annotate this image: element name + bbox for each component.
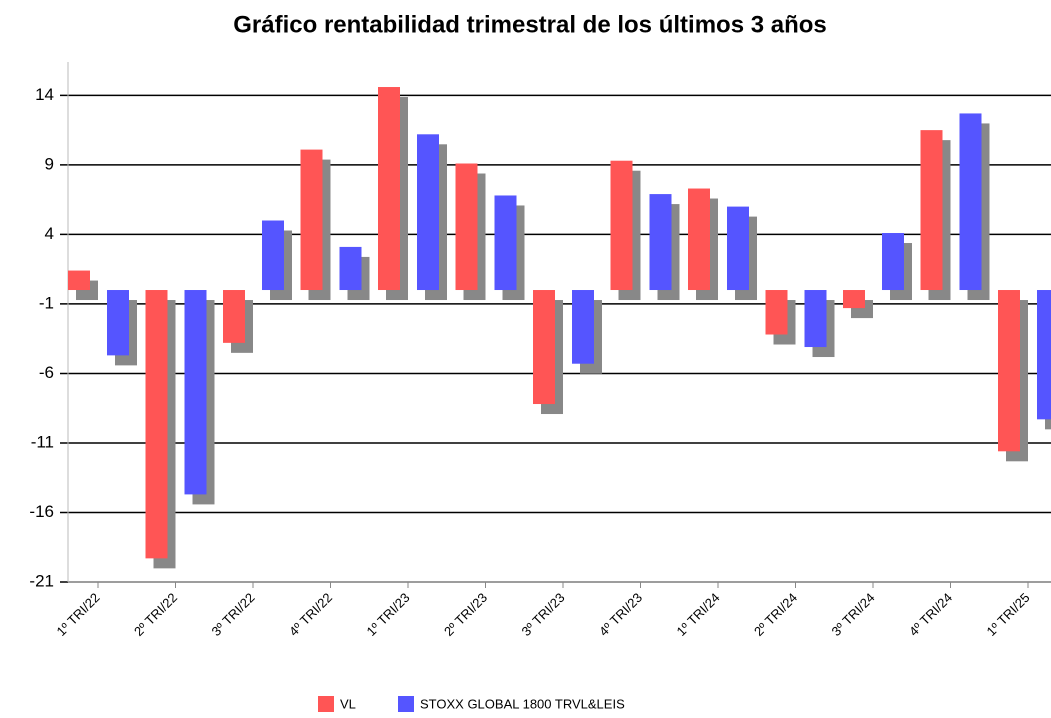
y-tick-label: 9: [45, 154, 54, 173]
bar: [184, 290, 207, 495]
x-tick-label: 1º TRI/23: [363, 590, 412, 639]
bar: [494, 195, 517, 291]
bar: [959, 113, 982, 291]
y-tick-label: -16: [29, 502, 54, 521]
bar: [572, 290, 594, 364]
bar: [455, 163, 478, 291]
bar: [920, 130, 943, 291]
bar: [610, 160, 633, 291]
chart-title: Gráfico rentabilidad trimestral de los ú…: [233, 11, 826, 38]
bar: [1037, 290, 1051, 420]
y-tick-label: -6: [39, 363, 54, 382]
bar: [378, 87, 400, 291]
bar: [533, 290, 555, 405]
bar: [998, 290, 1020, 452]
bar: [843, 290, 865, 309]
y-tick-label: 14: [35, 85, 54, 104]
legend-label: STOXX GLOBAL 1800 TRVL&LEIS: [420, 696, 625, 711]
x-tick-label: 4º TRI/23: [596, 590, 645, 639]
x-tick-label: 3º TRI/22: [208, 590, 257, 639]
legend-swatch: [398, 696, 414, 712]
x-tick-label: 2º TRI/24: [751, 590, 800, 639]
y-tick-label: -11: [31, 432, 54, 451]
bar: [688, 188, 710, 291]
legend: VL STOXX GLOBAL 1800 TRVL&LEIS: [318, 696, 625, 712]
x-tick-label: 3º TRI/24: [828, 590, 877, 639]
bar: [262, 220, 284, 291]
bar: [339, 246, 362, 291]
legend-swatch: [318, 696, 334, 712]
x-tick-label: 2º TRI/23: [441, 590, 490, 639]
x-tick-label: 1º TRI/25: [983, 590, 1032, 639]
x-tick-label: 4º TRI/22: [286, 590, 335, 639]
x-tick-label: 1º TRI/22: [53, 590, 102, 639]
x-tick-label: 4º TRI/24: [906, 590, 955, 639]
x-tick-label: 2º TRI/22: [131, 590, 180, 639]
y-tick-label: -1: [39, 293, 54, 312]
bar: [417, 134, 439, 291]
bar: [300, 149, 323, 291]
bar: [223, 290, 245, 343]
y-tick-label: 4: [45, 224, 54, 243]
bar: [145, 290, 168, 559]
bar: [765, 290, 788, 335]
bar: [727, 206, 749, 291]
bar: [68, 270, 90, 291]
bar: [649, 194, 672, 291]
bar: [804, 290, 827, 348]
bar: [107, 290, 129, 356]
x-tick-label: 3º TRI/23: [518, 590, 567, 639]
plot-area: -21 -16 -11 -6 -1 4 9 14 1º TRI/22 2º TRI/22 3º TR…: [29, 62, 1051, 639]
x-tick-label: 1º TRI/24: [673, 590, 722, 639]
bar: [882, 233, 904, 291]
y-tick-label: -21: [29, 571, 54, 590]
legend-label: VL: [340, 696, 356, 711]
